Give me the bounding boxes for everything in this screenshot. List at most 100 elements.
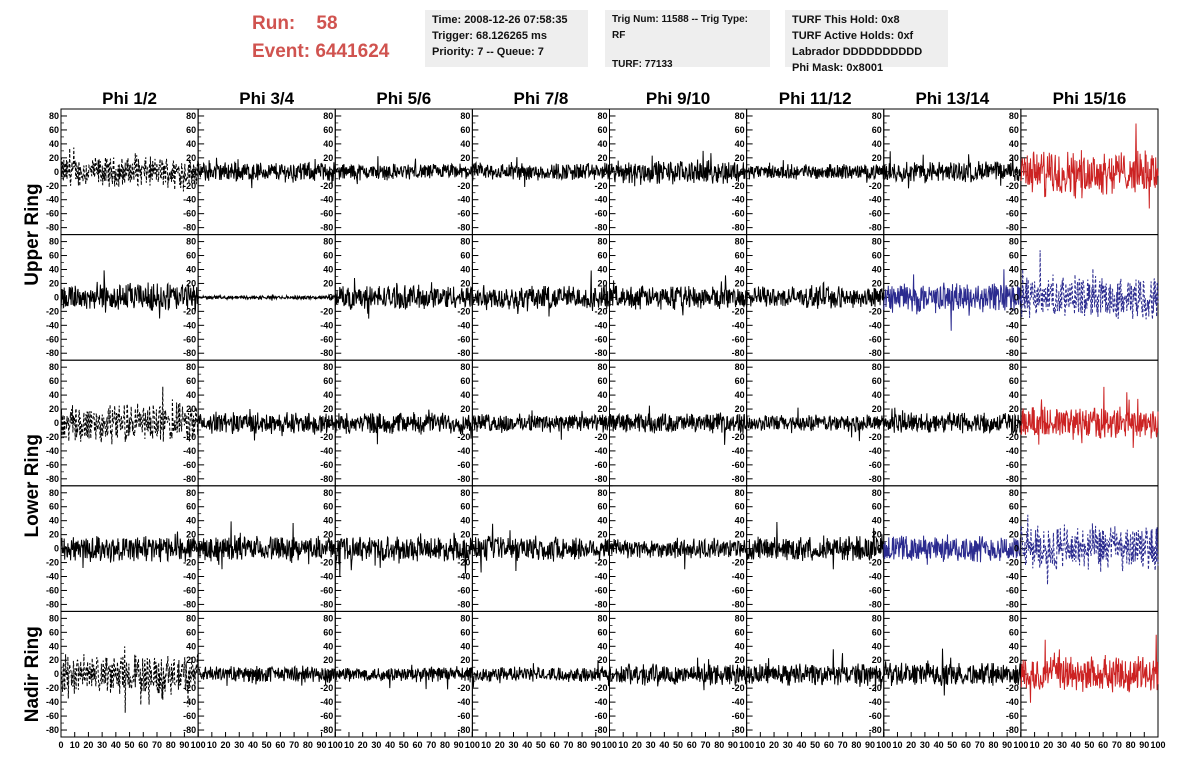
y-tick-label: 40 xyxy=(49,641,59,651)
y-tick-label: 40 xyxy=(735,641,745,651)
y-tick-label: 60 xyxy=(460,376,470,386)
x-tick-label: 50 xyxy=(673,740,683,750)
y-tick-label: 60 xyxy=(460,125,470,135)
y-tick-label: -60 xyxy=(457,209,470,219)
y-tick-label: 0 xyxy=(1014,292,1019,302)
x-tick-label: 50 xyxy=(262,740,272,750)
y-tick-label: -40 xyxy=(183,697,196,707)
y-tick-label: 0 xyxy=(740,544,745,554)
x-tick-label: 10 xyxy=(618,740,628,750)
y-tick-label: -20 xyxy=(869,181,882,191)
run-value: 58 xyxy=(316,13,338,34)
y-tick-label: 80 xyxy=(597,613,607,623)
y-tick-label: 0 xyxy=(602,418,607,428)
y-tick-label: 60 xyxy=(597,502,607,512)
y-tick-label: 80 xyxy=(460,362,470,372)
y-tick-label: -20 xyxy=(732,683,745,693)
waveform-line xyxy=(609,405,748,445)
y-tick-label: -80 xyxy=(1006,599,1019,609)
y-tick-label: -80 xyxy=(320,223,333,233)
x-tick-label: 30 xyxy=(1057,740,1067,750)
x-tick-label: 90 xyxy=(1002,740,1012,750)
column-title: Phi 1/2 xyxy=(102,89,157,108)
x-tick-label: 100 xyxy=(465,740,480,750)
y-tick-label: 60 xyxy=(872,125,882,135)
x-tick-label: 50 xyxy=(1084,740,1094,750)
y-tick-label: -80 xyxy=(869,348,882,358)
y-tick-label: -60 xyxy=(594,585,607,595)
y-tick-label: 80 xyxy=(597,111,607,121)
x-tick-label: 100 xyxy=(1013,740,1028,750)
y-tick-label: -80 xyxy=(183,725,196,735)
waveform-line xyxy=(609,150,748,187)
y-tick-label: 80 xyxy=(872,362,882,372)
x-tick-label: 50 xyxy=(125,740,135,750)
y-tick-label: -20 xyxy=(46,181,59,191)
turf-active-holds-text: TURF Active Holds: 0xf xyxy=(792,30,914,42)
y-tick-label: -80 xyxy=(457,599,470,609)
y-tick-label: -80 xyxy=(869,725,882,735)
waveform-line xyxy=(60,147,199,192)
y-tick-label: -20 xyxy=(457,432,470,442)
y-tick-label: -40 xyxy=(594,446,607,456)
y-tick-label: -20 xyxy=(869,306,882,316)
y-tick-label: -40 xyxy=(732,320,745,330)
waveform-line xyxy=(471,157,610,188)
y-tick-label: -40 xyxy=(457,320,470,330)
y-tick-label: 80 xyxy=(460,111,470,121)
y-tick-label: -60 xyxy=(457,711,470,721)
y-tick-label: -20 xyxy=(457,181,470,191)
y-tick-label: 0 xyxy=(1014,167,1019,177)
y-tick-label: -80 xyxy=(457,474,470,484)
x-tick-label: 90 xyxy=(454,740,464,750)
y-tick-label: -40 xyxy=(869,697,882,707)
waveform-line xyxy=(609,275,748,316)
y-tick-label: 0 xyxy=(54,167,59,177)
y-tick-label: -40 xyxy=(457,697,470,707)
x-tick-label: 80 xyxy=(166,740,176,750)
x-tick-label: 60 xyxy=(138,740,148,750)
waveform-line xyxy=(334,156,473,185)
y-tick-label: -80 xyxy=(732,474,745,484)
priority-queue-text: Priority: 7 -- Queue: 7 xyxy=(432,46,544,58)
y-tick-label: -60 xyxy=(594,460,607,470)
y-tick-label: -40 xyxy=(594,320,607,330)
x-tick-label: 90 xyxy=(179,740,189,750)
y-tick-label: -60 xyxy=(46,460,59,470)
y-tick-label: 80 xyxy=(186,488,196,498)
y-tick-label: -80 xyxy=(594,348,607,358)
y-tick-label: 0 xyxy=(602,669,607,679)
y-tick-label: 60 xyxy=(597,376,607,386)
y-tick-label: -60 xyxy=(183,460,196,470)
x-tick-label: 70 xyxy=(426,740,436,750)
y-tick-label: 20 xyxy=(735,530,745,540)
y-tick-label: -60 xyxy=(1006,209,1019,219)
y-tick-label: -80 xyxy=(1006,725,1019,735)
x-tick-label: 100 xyxy=(1150,740,1165,750)
y-tick-label: 60 xyxy=(460,502,470,512)
trig-info-box: Trig Num: 11588 -- Trig Type: RF TURF: 7… xyxy=(605,10,770,70)
y-tick-label: 20 xyxy=(1009,278,1019,288)
y-tick-label: 80 xyxy=(1009,362,1019,372)
y-tick-label: 20 xyxy=(186,278,196,288)
ring-label: Upper Ring xyxy=(22,183,43,285)
x-tick-label: 90 xyxy=(1139,740,1149,750)
y-tick-label: 20 xyxy=(1009,530,1019,540)
y-tick-label: -20 xyxy=(869,432,882,442)
y-tick-label: 0 xyxy=(54,544,59,554)
y-tick-label: 0 xyxy=(328,292,333,302)
y-tick-label: 80 xyxy=(323,488,333,498)
y-tick-label: 80 xyxy=(323,237,333,247)
column-title: Phi 13/14 xyxy=(915,89,989,108)
y-tick-label: 20 xyxy=(49,404,59,414)
y-tick-label: 0 xyxy=(465,669,470,679)
x-tick-label: 30 xyxy=(371,740,381,750)
y-tick-label: -80 xyxy=(320,599,333,609)
y-tick-label: 0 xyxy=(877,544,882,554)
waveform-line xyxy=(471,523,610,573)
waveform-line xyxy=(60,386,199,445)
run-event-header: Run: 58 Event: 6441624 xyxy=(252,10,389,66)
waveform-line xyxy=(197,293,336,301)
x-tick-label: 30 xyxy=(97,740,107,750)
column-title: Phi 15/16 xyxy=(1053,89,1127,108)
